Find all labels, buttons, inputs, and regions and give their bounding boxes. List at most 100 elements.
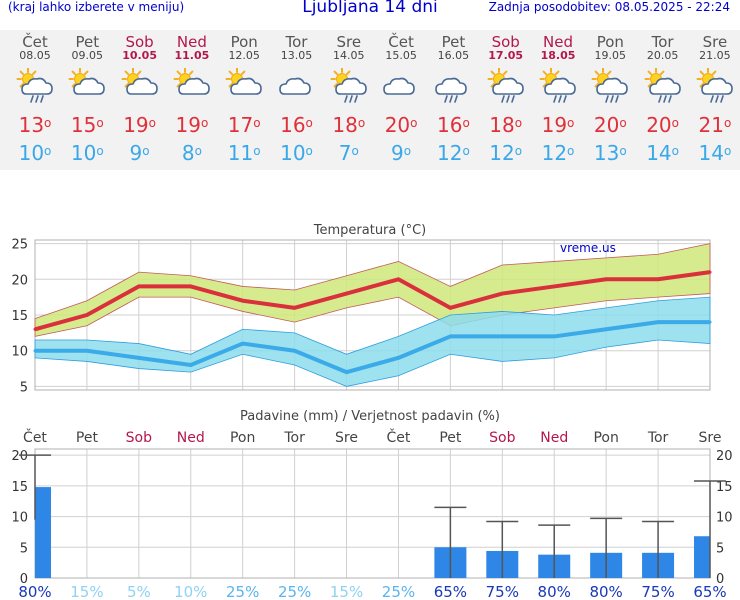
- day-date: 10.05: [122, 49, 157, 62]
- precipitation-probability: 10%: [174, 583, 207, 600]
- day-name: Sre: [336, 33, 362, 51]
- rain-drops-icon: [553, 95, 567, 103]
- min-temperature-point: [33, 349, 37, 353]
- min-temperature: 12o: [489, 141, 523, 165]
- min-temperature-point: [708, 320, 712, 324]
- day-date: 15.05: [385, 49, 417, 62]
- forecast-day: Tor 13.05 16o 10o: [271, 30, 323, 164]
- min-temperature: 14o: [646, 141, 679, 165]
- day-name: Pon: [230, 33, 258, 51]
- day-label: Čet: [387, 428, 411, 446]
- sun-cloud-icon: [121, 68, 158, 95]
- cloud-shape-icon: [701, 77, 733, 95]
- y-tick-label-right: 0: [716, 572, 724, 587]
- forecast-day: Pon 12.05 17o 11o: [218, 30, 270, 164]
- cloud-shape-icon: [491, 77, 524, 95]
- precipitation-probability: 25%: [382, 583, 415, 600]
- precipitation-bar: [694, 536, 710, 578]
- max-temperature: 19o: [541, 113, 575, 137]
- max-temperature-point: [85, 313, 89, 317]
- day-date: 08.05: [19, 49, 51, 62]
- max-temperature: 15o: [70, 113, 104, 137]
- cloud-shape-icon: [73, 77, 106, 95]
- day-label: Sre: [699, 430, 722, 446]
- day-label: Čet: [23, 428, 47, 446]
- max-temperature-point: [241, 299, 245, 303]
- max-temperature: 13o: [18, 113, 52, 137]
- day-date: 18.05: [540, 49, 576, 62]
- forecast-day: Sre 14.05 18o 7o: [323, 30, 375, 164]
- cloud-shape-icon: [383, 77, 415, 95]
- cloud-shape-icon: [21, 77, 53, 95]
- max-temperature-point: [604, 277, 608, 281]
- min-temperature-point: [241, 342, 245, 346]
- day-name: Tor: [651, 33, 674, 51]
- day-label: Sob: [126, 430, 152, 446]
- min-temperature: 14o: [698, 141, 732, 165]
- day-date: 13.05: [280, 49, 313, 62]
- min-temperature-point: [85, 349, 89, 353]
- precipitation-probability: 5%: [127, 583, 151, 600]
- min-temperature: 10o: [18, 141, 52, 165]
- max-temperature-point: [708, 270, 712, 274]
- min-temperature-line: [35, 320, 710, 375]
- max-temperature: 17o: [227, 113, 261, 137]
- max-temperature-point: [396, 277, 400, 281]
- day-date: 14.05: [333, 49, 365, 62]
- min-temperature: 10o: [70, 141, 104, 165]
- day-date: 19.05: [594, 49, 627, 62]
- cloud-shape-icon: [230, 77, 262, 95]
- max-temperature-point: [500, 292, 504, 296]
- sun-cloud-rain-icon: [16, 68, 53, 103]
- y-tick-label-right: 5: [716, 541, 724, 556]
- day-date: 21.05: [699, 49, 731, 62]
- max-temperature-point: [33, 327, 37, 331]
- sun-icon: [121, 68, 145, 91]
- sun-cloud-rain-icon: [696, 68, 733, 103]
- forecast-day: Ned 18.05 19o 12o: [532, 30, 584, 164]
- precipitation-probability: 25%: [278, 583, 311, 600]
- max-temperature: 16o: [280, 113, 313, 137]
- max-temperature-line: [34, 270, 711, 332]
- day-name: Tor: [285, 33, 308, 51]
- cloud-shape-icon: [544, 77, 576, 95]
- sun-cloud-icon: [68, 68, 106, 95]
- cloud-rain-icon: [435, 77, 468, 103]
- day-label: Ned: [540, 430, 568, 446]
- max-temperature-point: [656, 277, 660, 281]
- day-date: 16.05: [437, 49, 470, 62]
- y-tick-label-left: 10: [11, 511, 28, 526]
- max-temperature-point: [293, 306, 297, 310]
- day-name: Pon: [596, 33, 624, 51]
- y-tick-label-left: 5: [20, 541, 28, 556]
- day-label: Pon: [230, 430, 255, 446]
- max-temperature: 21o: [698, 113, 732, 137]
- temperature-chart-title: Temperatura (°C): [313, 223, 426, 238]
- max-temperature: 20o: [646, 113, 679, 137]
- min-temperature-point: [293, 349, 297, 353]
- y-tick-label-right: 20: [716, 449, 733, 464]
- min-temperature-point: [448, 334, 452, 338]
- precipitation-chart-title: Padavine (mm) / Verjetnost padavin (%): [240, 409, 500, 424]
- day-date: 12.05: [228, 49, 260, 62]
- precipitation-probability: 15%: [70, 583, 103, 600]
- min-temperature: 8o: [181, 141, 202, 165]
- max-temperature: 16o: [436, 113, 470, 137]
- day-label: Tor: [283, 430, 305, 446]
- min-temperature-point: [137, 356, 141, 360]
- min-temperature-point: [656, 320, 660, 324]
- min-temperature: 12o: [436, 141, 470, 165]
- cloud-shape-icon: [125, 77, 158, 95]
- day-date: 11.05: [174, 49, 210, 62]
- min-temperature-band: [34, 296, 711, 387]
- max-temperature: 20o: [384, 113, 418, 137]
- y-tick-label-right: 15: [716, 480, 733, 495]
- min-temperature: 12o: [541, 141, 575, 165]
- forecast-day: Pon 19.05 20o 13o: [584, 30, 636, 164]
- forecast-day: Sob 10.05 19o 9o: [114, 30, 166, 164]
- precipitation-bar: [35, 487, 51, 578]
- y-tick-label: 5: [20, 380, 28, 395]
- day-label: Pet: [76, 430, 99, 446]
- precipitation-probability: 15%: [330, 583, 363, 600]
